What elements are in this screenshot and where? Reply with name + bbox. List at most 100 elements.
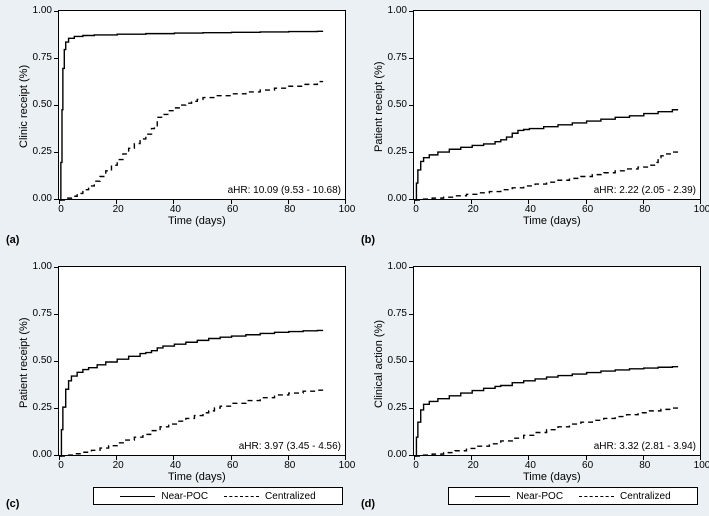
y-tick — [54, 408, 58, 409]
y-tick-label: 1.00 — [388, 261, 407, 272]
panel-a: aHR: 10.09 (9.53 - 10.68) Clinic receipt… — [3, 2, 351, 254]
x-tick-label: 60 — [223, 204, 243, 215]
y-tick-label: 0.25 — [33, 402, 52, 413]
legend-swatch — [224, 496, 259, 497]
y-tick — [409, 267, 413, 268]
panel-d: aHR: 3.32 (2.81 - 3.94) Clinical action … — [358, 258, 706, 510]
x-tick-label: 0 — [406, 460, 426, 471]
plot-area-b: aHR: 2.22 (2.05 - 2.39) — [413, 10, 701, 200]
y-tick-label: 0.00 — [33, 193, 52, 204]
panel-letter-a: (a) — [6, 234, 19, 246]
y-tick-label: 1.00 — [33, 261, 52, 272]
x-tick-label: 80 — [635, 460, 655, 471]
legend-swatch — [120, 496, 155, 497]
plot-area-c: aHR: 3.97 (3.45 - 4.56) — [58, 266, 346, 456]
legend-label: Centralized — [620, 491, 671, 502]
x-tick-label: 40 — [165, 204, 185, 215]
x-tick-label: 0 — [51, 204, 71, 215]
y-tick-label: 0.50 — [388, 99, 407, 110]
y-tick-label: 0.50 — [33, 355, 52, 366]
panel-c: aHR: 3.97 (3.45 - 4.56) Patient receipt … — [3, 258, 351, 510]
x-tick-label: 60 — [578, 204, 598, 215]
y-tick — [409, 455, 413, 456]
legend-item-near_poc: Near-POC — [120, 491, 208, 502]
series-centralized — [60, 82, 323, 200]
y-tick — [409, 152, 413, 153]
x-tick-label: 100 — [337, 204, 357, 215]
panel-letter-d: (d) — [361, 498, 375, 510]
y-tick-label: 1.00 — [33, 5, 52, 16]
panel-letter-c: (c) — [6, 498, 19, 510]
y-label-d: Clinical action (%) — [373, 320, 385, 408]
panel-letter-b: (b) — [361, 234, 375, 246]
x-tick-label: 0 — [406, 204, 426, 215]
y-label-c: Patient receipt (%) — [18, 318, 30, 408]
x-tick-label: 100 — [692, 460, 709, 471]
y-tick — [54, 455, 58, 456]
y-tick — [54, 199, 58, 200]
y-tick-label: 0.25 — [388, 402, 407, 413]
x-tick-label: 80 — [280, 204, 300, 215]
y-tick — [409, 58, 413, 59]
y-label-b: Patient receipt (%) — [373, 62, 385, 152]
x-tick-label: 20 — [108, 204, 128, 215]
x-tick-label: 60 — [223, 460, 243, 471]
x-label-c: Time (days) — [168, 471, 226, 483]
annotation-d: aHR: 3.32 (2.81 - 3.94) — [594, 441, 696, 452]
y-tick-label: 0.25 — [33, 146, 52, 157]
x-tick-label: 80 — [280, 460, 300, 471]
x-tick-label: 60 — [578, 460, 598, 471]
y-tick — [409, 314, 413, 315]
legend-item-centralized: Centralized — [579, 491, 671, 502]
curves-c — [59, 267, 347, 457]
y-tick — [409, 408, 413, 409]
x-tick-label: 20 — [463, 204, 483, 215]
plot-area-d: aHR: 3.32 (2.81 - 3.94) — [413, 266, 701, 456]
y-tick — [54, 152, 58, 153]
legend-item-near_poc: Near-POC — [475, 491, 563, 502]
annotation-a: aHR: 10.09 (9.53 - 10.68) — [228, 185, 341, 196]
x-label-d: Time (days) — [523, 471, 581, 483]
x-label-a: Time (days) — [168, 215, 226, 227]
x-tick-label: 40 — [165, 460, 185, 471]
y-tick-label: 0.25 — [388, 146, 407, 157]
legend-swatch — [475, 496, 510, 497]
x-tick-label: 40 — [520, 204, 540, 215]
curves-b — [414, 11, 702, 201]
y-tick — [54, 314, 58, 315]
y-tick-label: 0.50 — [388, 355, 407, 366]
legend-label: Near-POC — [516, 491, 563, 502]
y-tick — [409, 11, 413, 12]
y-tick — [54, 267, 58, 268]
y-tick — [54, 11, 58, 12]
x-tick-label: 100 — [692, 204, 709, 215]
y-tick-label: 0.50 — [33, 99, 52, 110]
series-near_poc — [60, 330, 323, 456]
y-tick-label: 0.75 — [33, 52, 52, 63]
x-tick-label: 0 — [51, 460, 71, 471]
y-tick-label: 1.00 — [388, 5, 407, 16]
y-tick — [409, 361, 413, 362]
figure-root: aHR: 10.09 (9.53 - 10.68) Clinic receipt… — [0, 0, 709, 516]
panel-b: aHR: 2.22 (2.05 - 2.39) Patient receipt … — [358, 2, 706, 254]
x-tick-label: 20 — [108, 460, 128, 471]
x-tick-label: 20 — [463, 460, 483, 471]
y-tick-label: 0.75 — [388, 308, 407, 319]
legend-d: Near-POC Centralized — [448, 487, 698, 505]
x-tick-label: 40 — [520, 460, 540, 471]
legend-label: Centralized — [265, 491, 316, 502]
curves-a — [59, 11, 347, 201]
y-tick-label: 0.75 — [388, 52, 407, 63]
y-tick-label: 0.00 — [33, 449, 52, 460]
legend-label: Near-POC — [161, 491, 208, 502]
curves-d — [414, 267, 702, 457]
legend-c: Near-POC Centralized — [93, 487, 343, 505]
annotation-c: aHR: 3.97 (3.45 - 4.56) — [239, 441, 341, 452]
series-near_poc — [60, 31, 323, 200]
legend-item-centralized: Centralized — [224, 491, 316, 502]
y-label-a: Clinic receipt (%) — [18, 65, 30, 148]
legend-swatch — [579, 496, 614, 497]
y-tick-label: 0.00 — [388, 193, 407, 204]
x-tick-label: 80 — [635, 204, 655, 215]
y-tick — [409, 105, 413, 106]
